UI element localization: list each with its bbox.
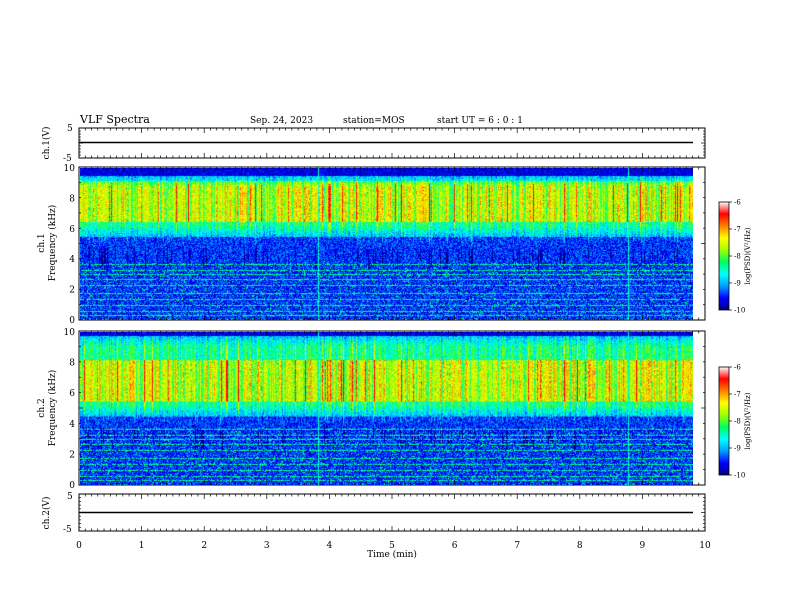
colorbar-ch2-label: log(PSD)(V²/Hz): [744, 392, 752, 449]
freq-tick-label: 2: [69, 286, 75, 296]
x-tick-label: 2: [201, 541, 207, 551]
x-tick-label: 1: [139, 541, 145, 551]
station-label: station=MOS: [343, 116, 405, 126]
colorbar-tick-label: -10: [734, 307, 745, 315]
colorbar-tick-label: -8: [734, 418, 741, 426]
ch1-spectrogram-image: [80, 168, 693, 320]
colorbar-tick-label: -7: [734, 226, 741, 234]
ch1-ytick-bottom: -5: [63, 154, 72, 164]
ch2-label: ch.2: [37, 398, 47, 417]
x-tick-label: 6: [452, 541, 458, 551]
colorbar-tick-label: -7: [734, 391, 741, 399]
x-tick-label: 10: [699, 541, 711, 551]
x-tick-label: 0: [76, 541, 82, 551]
colorbar-tick-label: -9: [734, 445, 741, 453]
colorbar-tick-label: -9: [734, 280, 741, 288]
x-tick-label: 8: [577, 541, 583, 551]
freq-tick-label: 8: [69, 359, 75, 369]
freq-tick-label: 4: [69, 420, 75, 430]
x-tick-label: 4: [327, 541, 333, 551]
freq-tick-label: 2: [69, 450, 75, 460]
chart-title: VLF Spectra: [79, 113, 150, 126]
freq-tick-label: 6: [69, 225, 75, 235]
freq-tick-label: 0: [69, 316, 75, 326]
colorbar-tick-label: -6: [734, 364, 741, 372]
x-tick-label: 7: [514, 541, 520, 551]
freq-tick-label: 10: [64, 164, 76, 174]
colorbar-ch1: -6 -7 -8 -9 -10 log(PSD)(V²/Hz): [718, 199, 752, 315]
ch2-waveform-panel: 5 -5 ch.2(V): [41, 492, 706, 535]
ch1-waveform-panel: 5 -5 ch.1(V): [41, 124, 706, 164]
ch2-ytick-top: 5: [67, 492, 73, 502]
colorbar-ch2-scale: [718, 366, 730, 476]
colorbar-ch1-label: log(PSD)(V²/Hz): [744, 227, 752, 284]
ch2-spectrogram-image: [80, 332, 693, 485]
colorbar-tick-label: -8: [734, 253, 741, 261]
ch2-frequency-ylabel: Frequency (kHz): [47, 370, 58, 447]
freq-tick-label: 6: [69, 389, 75, 399]
freq-tick-label: 4: [69, 255, 75, 265]
ch2-ytick-bottom: -5: [63, 525, 72, 535]
start-ut-label: start UT = 6 : 0 : 1: [437, 116, 523, 126]
ch2-waveform-ylabel: ch.2(V): [41, 497, 52, 530]
colorbar-tick-label: -10: [734, 472, 745, 480]
freq-tick-label: 0: [69, 481, 75, 491]
freq-tick-label: 10: [64, 328, 76, 338]
ch1-label: ch.1: [37, 233, 47, 252]
x-tick-label: 5: [389, 541, 395, 551]
ch1-ytick-top: 5: [67, 124, 73, 134]
ch1-waveform-ylabel: ch.1(V): [41, 127, 52, 160]
freq-tick-label: 8: [69, 194, 75, 204]
date-label: Sep. 24, 2023: [250, 116, 313, 126]
colorbar-ch2: -6 -7 -8 -9 -10 log(PSD)(V²/Hz): [718, 364, 752, 480]
colorbar-ch1-scale: [718, 201, 730, 311]
ch1-frequency-ylabel: Frequency (kHz): [47, 205, 58, 282]
colorbar-tick-label: -6: [734, 199, 741, 207]
x-tick-label: 3: [264, 541, 270, 551]
x-axis-label: Time (min): [367, 549, 417, 560]
ch2-spectrogram-panel: 0 2 4 6 8 10 ch.2 Frequency (kHz): [37, 328, 706, 491]
x-tick-label: 9: [640, 541, 646, 551]
ch1-spectrogram-panel: 0 2 4 6 8 10 ch.1 Frequency (kHz): [37, 164, 706, 326]
